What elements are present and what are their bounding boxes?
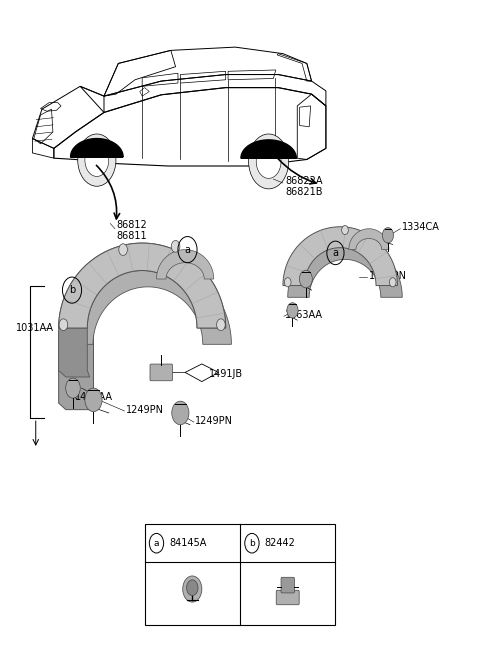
Text: 1491JB: 1491JB [209, 369, 243, 379]
Circle shape [342, 226, 348, 235]
FancyBboxPatch shape [276, 590, 299, 605]
Text: 1249PN: 1249PN [125, 405, 164, 415]
Circle shape [66, 378, 80, 398]
Circle shape [287, 302, 298, 318]
Text: 86821B: 86821B [285, 187, 323, 197]
Circle shape [171, 241, 180, 252]
Circle shape [249, 134, 288, 189]
Polygon shape [241, 140, 296, 158]
Text: b: b [249, 539, 255, 548]
FancyBboxPatch shape [281, 577, 294, 593]
Text: a: a [333, 248, 338, 258]
Text: a: a [154, 539, 159, 548]
Circle shape [85, 144, 109, 176]
FancyBboxPatch shape [150, 364, 172, 380]
Text: 84145A: 84145A [169, 538, 207, 548]
Text: 82442: 82442 [265, 538, 296, 548]
Text: a: a [184, 245, 191, 255]
Text: 1249PN: 1249PN [195, 416, 233, 426]
Circle shape [172, 401, 189, 424]
Circle shape [59, 319, 68, 331]
Circle shape [383, 228, 394, 243]
Polygon shape [349, 229, 389, 250]
Circle shape [119, 244, 127, 255]
Text: 86822A: 86822A [285, 176, 323, 186]
Polygon shape [288, 239, 402, 297]
Polygon shape [59, 243, 226, 328]
Polygon shape [59, 331, 94, 409]
Text: b: b [69, 285, 75, 295]
Polygon shape [59, 243, 226, 328]
Bar [144, 524, 336, 625]
Circle shape [300, 270, 312, 288]
Text: 1031AA: 1031AA [16, 323, 54, 333]
Circle shape [284, 277, 291, 287]
Circle shape [256, 144, 281, 178]
Polygon shape [64, 259, 231, 344]
Circle shape [389, 277, 396, 287]
Text: 1334CA: 1334CA [402, 222, 440, 232]
Text: 1463AA: 1463AA [75, 392, 113, 401]
Text: 86811: 86811 [116, 231, 146, 241]
Text: 1463AA: 1463AA [285, 310, 324, 320]
Polygon shape [71, 138, 123, 157]
Circle shape [187, 580, 198, 596]
Circle shape [85, 388, 102, 411]
Text: 86812: 86812 [116, 220, 147, 230]
Circle shape [183, 576, 202, 602]
Polygon shape [283, 227, 397, 285]
Text: 1249PN: 1249PN [369, 271, 407, 281]
Circle shape [78, 134, 116, 186]
Polygon shape [59, 328, 90, 377]
Polygon shape [156, 250, 214, 279]
Circle shape [216, 319, 225, 331]
